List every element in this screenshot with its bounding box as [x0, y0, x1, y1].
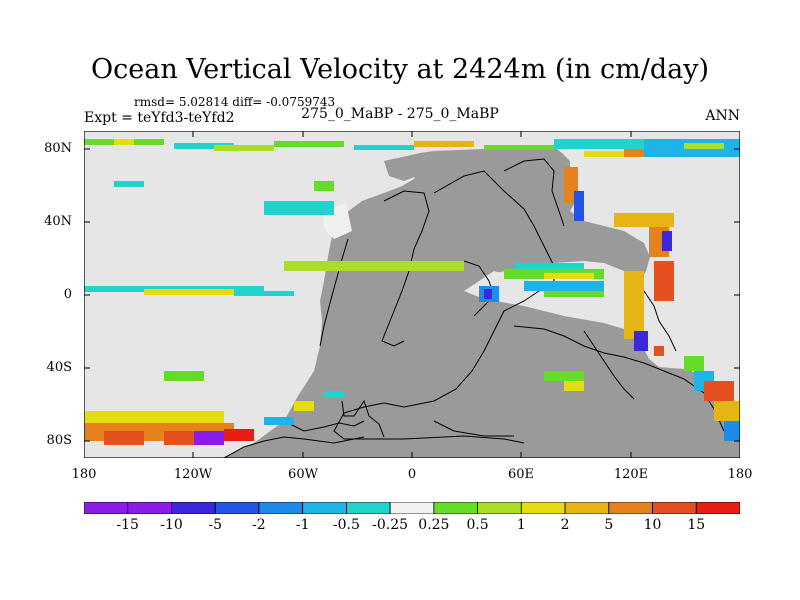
colorbar-label: 15	[687, 517, 706, 533]
lat-label-80n: 80N	[44, 141, 72, 156]
landmass	[224, 147, 740, 458]
north-land	[384, 153, 420, 181]
colorbar-swatch	[171, 502, 216, 514]
colorbar-swatch	[127, 502, 172, 514]
lat-label-40s: 40S	[46, 360, 72, 375]
colorbar-swatch	[520, 502, 566, 514]
colorbar-label: 1	[516, 517, 526, 533]
colorbar-label: 2	[560, 517, 570, 533]
colorbar-label: 0.25	[418, 517, 450, 533]
colorbar	[84, 502, 740, 514]
colorbar-label: -10	[160, 517, 183, 533]
colorbar-label: 0.5	[466, 517, 489, 533]
axis-ticks	[84, 131, 740, 458]
lat-label-40n: 40N	[44, 214, 72, 229]
colorbar-swatch	[695, 502, 740, 514]
colorbar-swatch	[389, 502, 435, 514]
colorbar-swatch	[652, 502, 697, 514]
colorbar-swatch	[433, 502, 478, 514]
colorbar-label: -15	[116, 517, 139, 533]
lon-label-120w: 120W	[173, 467, 213, 482]
colorbar-swatch	[302, 502, 347, 514]
velocity-bands	[84, 139, 740, 445]
season-label: ANN	[705, 108, 740, 124]
colorbar-swatch	[608, 502, 653, 514]
colorbar-swatch	[214, 502, 260, 514]
colorbar-swatch	[564, 502, 610, 514]
stats-text: rmsd= 5.02814 diff= -0.0759743	[134, 95, 336, 109]
colorbar-label: -5	[208, 517, 222, 533]
colorbar-swatch	[345, 502, 391, 514]
colorbar-label: -0.5	[332, 517, 360, 533]
colorbar-swatch	[258, 502, 304, 514]
lon-label-180w: 180	[71, 467, 97, 482]
lon-label-180e: 180	[727, 467, 753, 482]
colorbar-label: 10	[643, 517, 662, 533]
colorbar-label: -0.25	[372, 517, 409, 533]
page-title: Ocean Vertical Velocity at 2424m (in cm/…	[90, 54, 710, 85]
colorbar-label: -1	[295, 517, 310, 533]
experiment-label: Expt = teYfd3-teYfd2	[84, 110, 235, 126]
lon-label-60w: 60W	[288, 467, 318, 482]
colorbar-label: -2	[252, 517, 266, 533]
lat-label-80s: 80S	[46, 433, 72, 448]
lat-label-0: 0	[63, 287, 72, 302]
colorbar-swatch	[84, 502, 129, 514]
lon-label-0: 0	[407, 467, 417, 482]
period-label: 275_0_MaBP - 275_0_MaBP	[301, 106, 499, 122]
colorbar-label: 5	[604, 517, 614, 533]
lon-label-60e: 60E	[507, 467, 535, 482]
colorbar-swatch	[477, 502, 522, 514]
velocity-map	[84, 131, 740, 458]
lon-label-120e: 120E	[613, 467, 649, 482]
